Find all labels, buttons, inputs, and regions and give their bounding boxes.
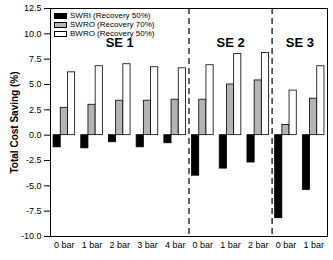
svg-text:10.0: 10.0	[24, 29, 42, 39]
svg-text:4 bar: 4 bar	[165, 240, 186, 250]
svg-text:0 bar: 0 bar	[193, 240, 214, 250]
html-text:SWRO (Recovery 70%): SWRO (Recovery 70%)	[70, 20, 155, 29]
svg-text:2 bar: 2 bar	[109, 240, 130, 250]
svg-text:5.0: 5.0	[29, 79, 42, 89]
svg-text:Total Cost Saving (%): Total Cost Saving (%)	[9, 71, 20, 173]
svg-text:-2.5: -2.5	[26, 155, 42, 165]
svg-text:2.5: 2.5	[29, 105, 42, 115]
svg-text:0 bar: 0 bar	[54, 240, 75, 250]
html-text:SWRI (Recovery 50%): SWRI (Recovery 50%)	[70, 11, 151, 20]
svg-text:2 bar: 2 bar	[248, 240, 269, 250]
html-text:BWRO (Recovery 50%): BWRO (Recovery 50%)	[70, 29, 155, 38]
svg-text:-5.0: -5.0	[26, 181, 42, 191]
svg-text:3 bar: 3 bar	[137, 240, 158, 250]
svg-text:1 bar: 1 bar	[220, 240, 241, 250]
svg-text:0.0: 0.0	[29, 130, 42, 140]
svg-text:-10.0: -10.0	[21, 231, 42, 241]
svg-text:0 bar: 0 bar	[276, 240, 297, 250]
svg-text:12.5: 12.5	[24, 3, 42, 13]
svg-text:1 bar: 1 bar	[303, 240, 324, 250]
svg-text:7.5: 7.5	[29, 54, 42, 64]
svg-text:1 bar: 1 bar	[82, 240, 103, 250]
svg-text:SE 2: SE 2	[216, 35, 244, 50]
svg-text:SE 3: SE 3	[286, 35, 314, 50]
svg-text:SE 1: SE 1	[105, 34, 134, 50]
svg-text:-7.5: -7.5	[26, 206, 42, 216]
